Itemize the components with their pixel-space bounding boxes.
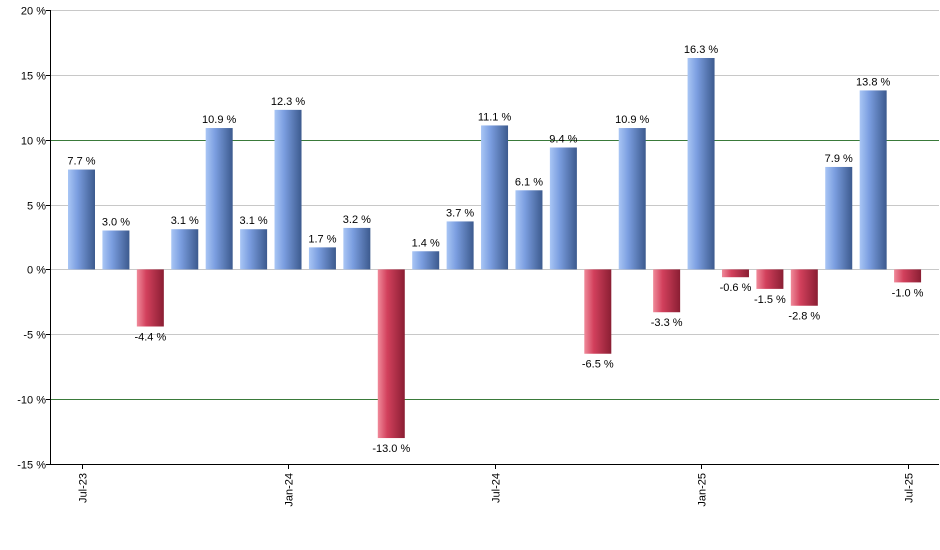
y-tick-label: 5 % — [27, 201, 46, 213]
bar — [721, 269, 749, 278]
data-label: 3.7 % — [446, 207, 474, 219]
axis-layer: 20 % 15 % 10 % 5 % 0 % -5 % -10 % -15 % Jul-23 Ja… — [17, 6, 939, 507]
bar — [790, 269, 818, 306]
bar — [515, 190, 543, 270]
bar — [687, 57, 715, 270]
y-tick-label: 0 % — [27, 265, 46, 277]
data-label: 1.7 % — [308, 233, 336, 245]
x-tick-label: Jul-23 — [78, 473, 90, 503]
bar — [481, 125, 509, 270]
y-tick-label: 20 % — [21, 6, 46, 18]
bar — [412, 251, 440, 270]
data-label: 11.1 % — [478, 111, 512, 123]
data-label: -4.4 % — [134, 332, 166, 344]
bar — [205, 128, 233, 270]
bar — [618, 128, 646, 270]
data-label: 12.3 % — [271, 96, 305, 108]
data-label: 9.4 % — [549, 133, 577, 145]
bar — [171, 229, 199, 270]
data-label: 13.8 % — [856, 76, 890, 88]
data-label: 1.4 % — [412, 237, 440, 249]
y-tick-label: -10 % — [17, 395, 46, 407]
data-label: -0.6 % — [720, 282, 752, 294]
data-label: -1.0 % — [892, 287, 924, 299]
data-label: 3.0 % — [102, 217, 130, 229]
bar — [68, 169, 95, 270]
bar — [446, 221, 474, 270]
bar — [343, 227, 371, 270]
bar — [756, 269, 784, 289]
bar — [653, 269, 681, 313]
bar — [584, 269, 612, 354]
data-label: 7.9 % — [825, 153, 853, 165]
bar — [377, 269, 405, 439]
x-tick-label: Jul-24 — [491, 473, 503, 503]
data-label: 6.1 % — [515, 176, 543, 188]
bar — [240, 229, 268, 270]
data-label: -2.8 % — [788, 311, 820, 323]
bar — [136, 269, 164, 327]
bars-layer — [68, 57, 922, 439]
data-label: 10.9 % — [202, 114, 236, 126]
data-label: -3.3 % — [651, 317, 683, 329]
bar — [549, 147, 577, 270]
bar — [308, 247, 336, 270]
y-tick-label: 10 % — [21, 136, 46, 148]
data-label: 7.7 % — [67, 156, 95, 168]
x-tick-label: Jan-25 — [697, 473, 709, 507]
data-label: -6.5 % — [582, 359, 614, 371]
data-label: 16.3 % — [684, 44, 718, 56]
data-label: 10.9 % — [615, 114, 649, 126]
data-label: -13.0 % — [372, 443, 410, 455]
y-tick-label: 15 % — [21, 71, 46, 83]
bar — [859, 90, 887, 270]
bar — [894, 269, 922, 283]
y-tick-label: -5 % — [23, 330, 46, 342]
data-label: -1.5 % — [754, 294, 786, 306]
data-label: 3.2 % — [343, 214, 371, 226]
x-tick-label: Jul-25 — [904, 473, 916, 503]
x-tick-label: Jan-24 — [284, 473, 296, 507]
data-label: 3.1 % — [171, 215, 199, 227]
data-label: 3.1 % — [240, 215, 268, 227]
y-tick-label: -15 % — [17, 460, 46, 472]
bar — [825, 166, 853, 270]
data-labels-layer: 7.7 % 3.0 % -4.4 % 3.1 % 10.9 % 3.1 % 12.3 % 1.… — [67, 44, 923, 455]
bar — [274, 109, 302, 270]
bar — [102, 230, 130, 270]
